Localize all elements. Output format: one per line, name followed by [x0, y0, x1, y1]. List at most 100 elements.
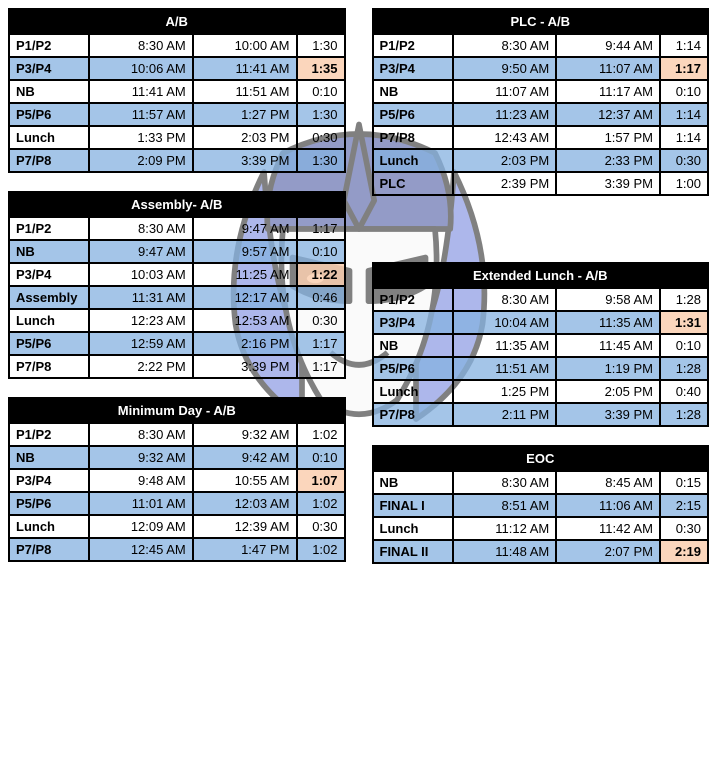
- table-row: P7/P812:43 AM1:57 PM1:14: [373, 126, 709, 149]
- period-label: P1/P2: [9, 34, 89, 57]
- end-time: 12:37 AM: [556, 103, 660, 126]
- end-time: 3:39 PM: [193, 149, 297, 172]
- start-time: 11:01 AM: [89, 492, 193, 515]
- duration: 0:30: [297, 126, 345, 149]
- start-time: 1:33 PM: [89, 126, 193, 149]
- schedule-table-min: Minimum Day - A/BP1/P28:30 AM9:32 AM1:02…: [8, 397, 346, 562]
- period-label: P7/P8: [9, 355, 89, 378]
- start-time: 2:03 PM: [453, 149, 557, 172]
- start-time: 10:06 AM: [89, 57, 193, 80]
- table-row: FINAL I8:51 AM11:06 AM2:15: [373, 494, 709, 517]
- duration: 1:31: [660, 311, 708, 334]
- end-time: 1:57 PM: [556, 126, 660, 149]
- duration: 0:10: [660, 80, 708, 103]
- period-label: NB: [373, 334, 453, 357]
- start-time: 12:43 AM: [453, 126, 557, 149]
- table-row: NB9:32 AM9:42 AM0:10: [9, 446, 345, 469]
- start-time: 11:35 AM: [453, 334, 557, 357]
- duration: 0:30: [660, 517, 708, 540]
- table-row: P1/P28:30 AM10:00 AM1:30: [9, 34, 345, 57]
- start-time: 12:45 AM: [89, 538, 193, 561]
- period-label: NB: [9, 240, 89, 263]
- schedule-columns: A/BP1/P28:30 AM10:00 AM1:30P3/P410:06 AM…: [8, 8, 709, 564]
- period-label: NB: [373, 80, 453, 103]
- duration: 1:02: [297, 538, 345, 561]
- table-row: P1/P28:30 AM9:58 AM1:28: [373, 288, 709, 311]
- period-label: P3/P4: [373, 57, 453, 80]
- period-label: P3/P4: [373, 311, 453, 334]
- period-label: PLC: [373, 172, 453, 195]
- table-row: P3/P410:06 AM11:41 AM1:35: [9, 57, 345, 80]
- table-row: P5/P612:59 AM2:16 PM1:17: [9, 332, 345, 355]
- duration: 1:00: [660, 172, 708, 195]
- table-row: P3/P410:04 AM11:35 AM1:31: [373, 311, 709, 334]
- end-time: 3:39 PM: [556, 403, 660, 426]
- duration: 0:30: [297, 515, 345, 538]
- duration: 1:14: [660, 126, 708, 149]
- duration: 1:30: [297, 103, 345, 126]
- table-row: PLC2:39 PM3:39 PM1:00: [373, 172, 709, 195]
- duration: 0:30: [297, 309, 345, 332]
- duration: 1:17: [297, 355, 345, 378]
- table-row: P7/P82:11 PM3:39 PM1:28: [373, 403, 709, 426]
- end-time: 12:17 AM: [193, 286, 297, 309]
- period-label: Assembly: [9, 286, 89, 309]
- start-time: 11:23 AM: [453, 103, 557, 126]
- table-row: NB11:35 AM11:45 AM0:10: [373, 334, 709, 357]
- schedule-title: Minimum Day - A/B: [8, 397, 346, 422]
- duration: 1:30: [297, 34, 345, 57]
- period-label: FINAL II: [373, 540, 453, 563]
- period-label: P5/P6: [9, 103, 89, 126]
- start-time: 1:25 PM: [453, 380, 557, 403]
- period-label: Lunch: [373, 380, 453, 403]
- table-row: P5/P611:01 AM12:03 AM1:02: [9, 492, 345, 515]
- end-time: 2:03 PM: [193, 126, 297, 149]
- start-time: 11:41 AM: [89, 80, 193, 103]
- duration: 1:28: [660, 288, 708, 311]
- start-time: 11:57 AM: [89, 103, 193, 126]
- end-time: 11:17 AM: [556, 80, 660, 103]
- start-time: 8:30 AM: [453, 288, 557, 311]
- end-time: 12:53 AM: [193, 309, 297, 332]
- end-time: 10:55 AM: [193, 469, 297, 492]
- table-row: Lunch2:03 PM2:33 PM0:30: [373, 149, 709, 172]
- start-time: 8:30 AM: [89, 34, 193, 57]
- end-time: 9:47 AM: [193, 217, 297, 240]
- table-row: P3/P49:50 AM11:07 AM1:17: [373, 57, 709, 80]
- right-column: PLC - A/BP1/P28:30 AM9:44 AM1:14P3/P49:5…: [372, 8, 710, 564]
- end-time: 2:33 PM: [556, 149, 660, 172]
- table-row: Assembly11:31 AM12:17 AM0:46: [9, 286, 345, 309]
- duration: 1:35: [297, 57, 345, 80]
- end-time: 2:07 PM: [556, 540, 660, 563]
- end-time: 3:39 PM: [556, 172, 660, 195]
- schedule-title: PLC - A/B: [372, 8, 710, 33]
- end-time: 9:44 AM: [556, 34, 660, 57]
- duration: 1:17: [297, 332, 345, 355]
- table-row: Lunch12:09 AM12:39 AM0:30: [9, 515, 345, 538]
- end-time: 11:25 AM: [193, 263, 297, 286]
- end-time: 11:41 AM: [193, 57, 297, 80]
- period-label: P1/P2: [9, 423, 89, 446]
- duration: 1:30: [297, 149, 345, 172]
- schedule-title: EOC: [372, 445, 710, 470]
- left-column: A/BP1/P28:30 AM10:00 AM1:30P3/P410:06 AM…: [8, 8, 346, 564]
- period-label: NB: [9, 80, 89, 103]
- period-label: FINAL I: [373, 494, 453, 517]
- end-time: 12:03 AM: [193, 492, 297, 515]
- start-time: 9:47 AM: [89, 240, 193, 263]
- start-time: 12:09 AM: [89, 515, 193, 538]
- end-time: 1:47 PM: [193, 538, 297, 561]
- table-row: P1/P28:30 AM9:32 AM1:02: [9, 423, 345, 446]
- table-row: P1/P28:30 AM9:47 AM1:17: [9, 217, 345, 240]
- period-label: P3/P4: [9, 469, 89, 492]
- table-row: P7/P82:09 PM3:39 PM1:30: [9, 149, 345, 172]
- end-time: 8:45 AM: [556, 471, 660, 494]
- duration: 0:30: [660, 149, 708, 172]
- start-time: 8:30 AM: [89, 217, 193, 240]
- table-row: Lunch1:25 PM2:05 PM0:40: [373, 380, 709, 403]
- table-row: P7/P82:22 PM3:39 PM1:17: [9, 355, 345, 378]
- schedule-table-plc: PLC - A/BP1/P28:30 AM9:44 AM1:14P3/P49:5…: [372, 8, 710, 196]
- duration: 1:17: [660, 57, 708, 80]
- duration: 2:19: [660, 540, 708, 563]
- end-time: 2:16 PM: [193, 332, 297, 355]
